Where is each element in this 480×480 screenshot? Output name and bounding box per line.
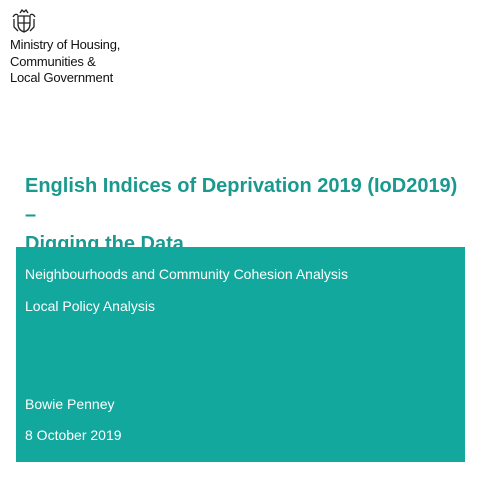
org-line: Communities & (10, 53, 96, 69)
info-panel: Neighbourhoods and Community Cohesion An… (16, 247, 465, 462)
author: Bowie Penney (25, 396, 115, 412)
unit-name: Neighbourhoods and Community Cohesion An… (25, 266, 348, 282)
org-line: Ministry of Housing, (10, 37, 121, 52)
slide-title: English Indices of Deprivation 2019 (IoD… (25, 172, 465, 259)
unit-name: Local Policy Analysis (25, 298, 155, 314)
crest-logo (12, 8, 36, 33)
title-line: English Indices of Deprivation 2019 (IoD… (25, 175, 458, 226)
date: 8 October 2019 (25, 427, 122, 443)
org-line: Local Government (10, 70, 114, 85)
organisation-name: Ministry of Housing, Communities & Local… (10, 37, 120, 87)
